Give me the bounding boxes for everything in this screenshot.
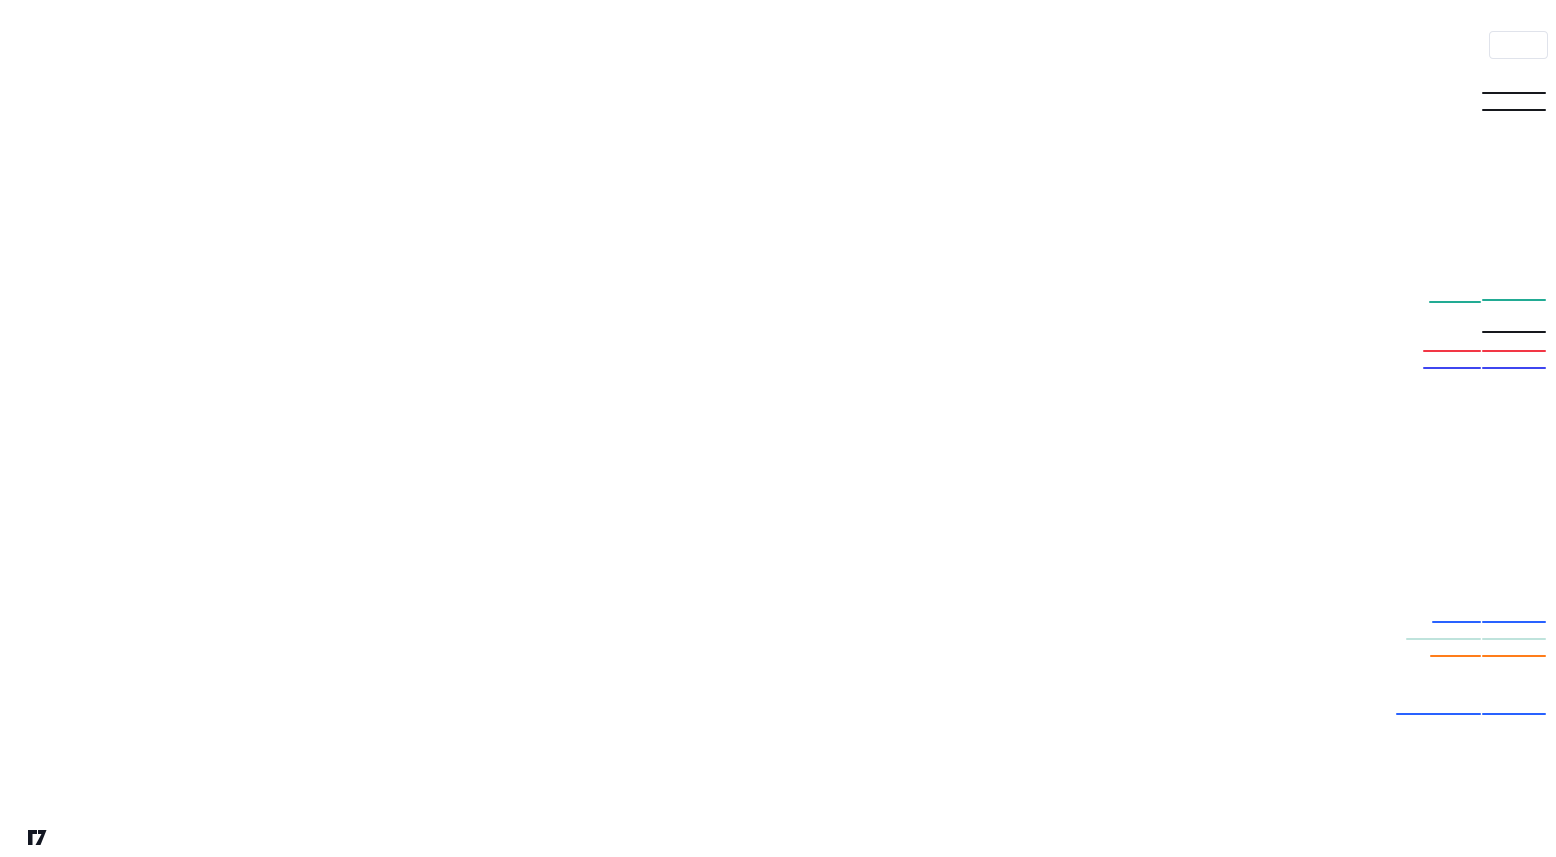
correlation-tag: [1396, 713, 1481, 715]
signal-tag: [1430, 655, 1481, 657]
histogram-value-label: [1482, 638, 1546, 640]
signal-value-label: [1482, 655, 1546, 657]
sma-red-tag: [1423, 350, 1481, 352]
macd-legend: [18, 617, 54, 632]
sma-red-value-label: [1482, 350, 1546, 352]
symbol-tag: [1429, 301, 1481, 303]
cc-legend: [18, 708, 26, 723]
correlation-value-label: [1482, 713, 1546, 715]
tradingview-logo-icon: [28, 830, 47, 845]
histogram-tag: [1406, 638, 1481, 640]
macd-value-label: [1482, 621, 1546, 623]
sma-blue-value-label: [1482, 367, 1546, 369]
price-label-138590: [1482, 92, 1546, 94]
price-label-138573: [1482, 109, 1546, 111]
sma-blue-tag: [1423, 367, 1481, 369]
last-price-label: [1482, 299, 1546, 301]
currency-button[interactable]: [1489, 31, 1548, 59]
price-label-135031: [1482, 331, 1546, 333]
macd-tag: [1432, 621, 1481, 623]
tradingview-brand[interactable]: [28, 830, 57, 845]
